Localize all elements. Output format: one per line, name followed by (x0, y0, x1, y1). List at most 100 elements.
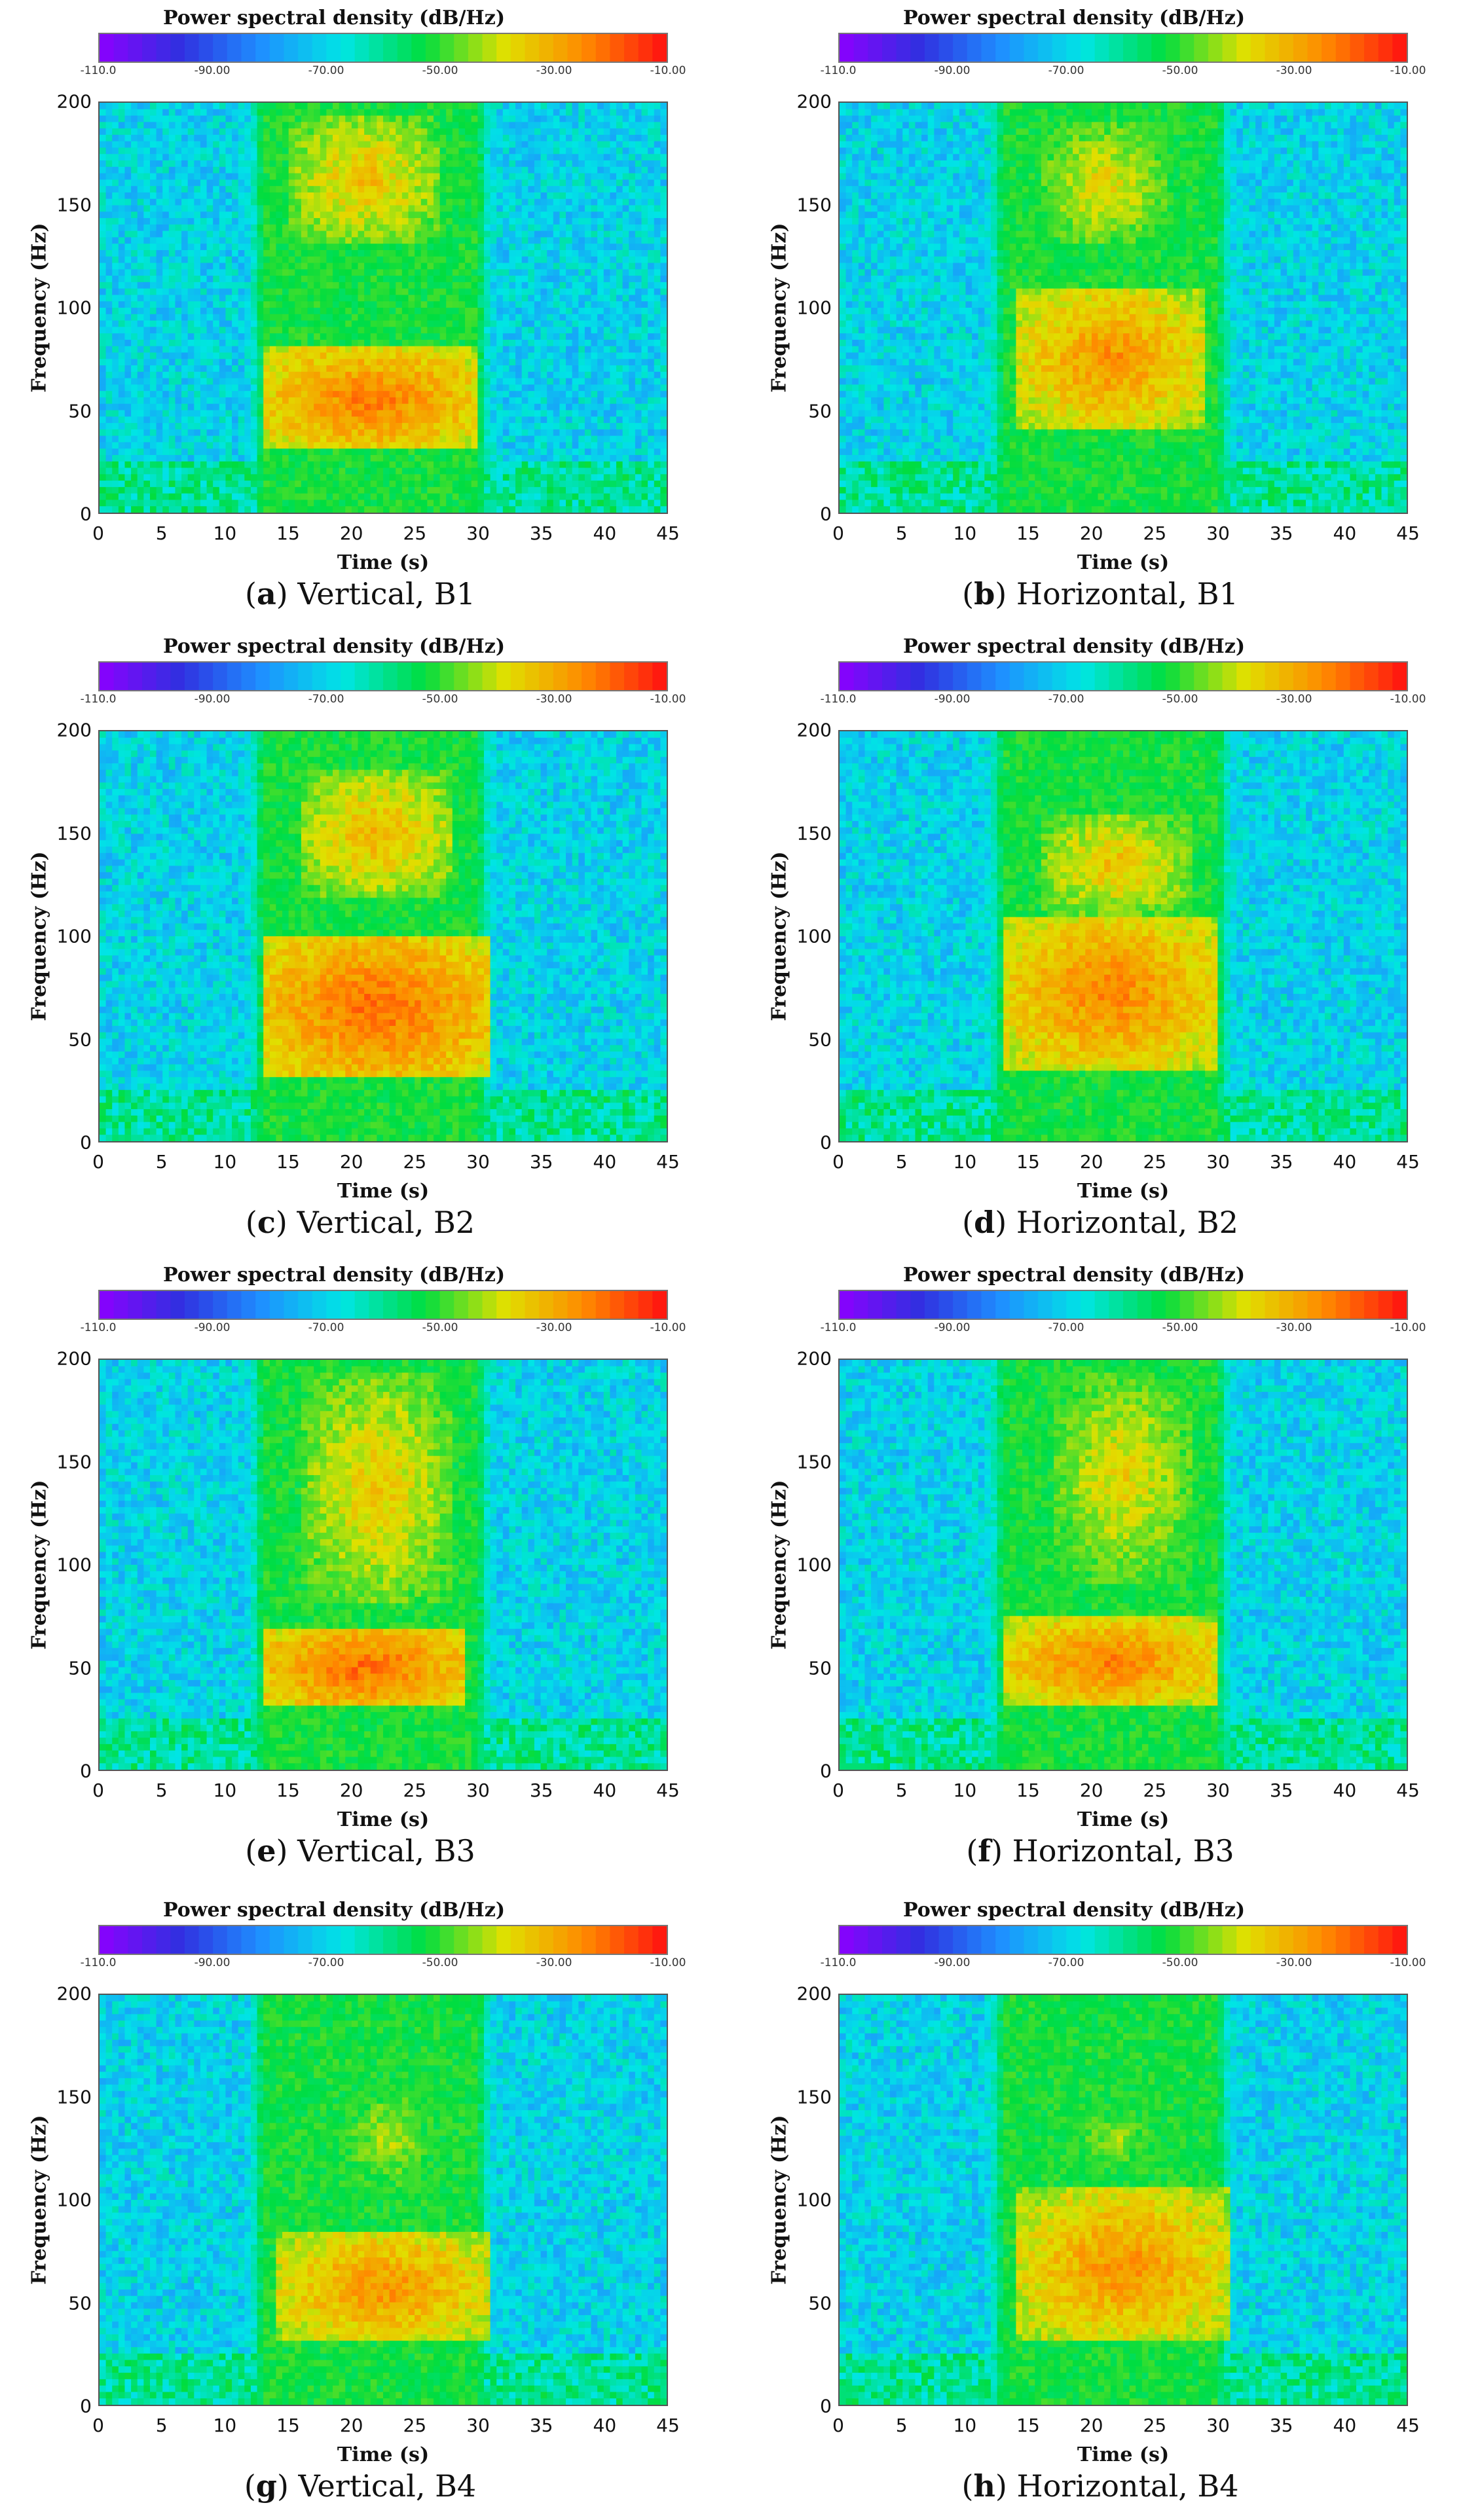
heatmap-cell (566, 384, 573, 392)
heatmap-cell (181, 378, 189, 385)
heatmap-cell (465, 378, 472, 385)
heatmap-cell (383, 493, 390, 501)
heatmap-cell (282, 403, 289, 411)
heatmap-cell (452, 500, 460, 507)
heatmap-cell (301, 410, 308, 417)
heatmap-cell (301, 314, 308, 321)
heatmap-cell (225, 467, 232, 475)
heatmap-cell (408, 359, 415, 366)
heatmap-cell (320, 435, 327, 443)
heatmap-cell (194, 115, 201, 122)
heatmap-cell (257, 365, 264, 373)
heatmap-cell (320, 115, 327, 122)
heatmap-cell (584, 186, 592, 193)
heatmap-cell (143, 384, 151, 392)
heatmap-cell (314, 288, 321, 296)
heatmap-cell (244, 288, 251, 296)
heatmap-cell (389, 365, 396, 373)
heatmap-cell (572, 352, 579, 359)
heatmap-cell (446, 333, 453, 340)
heatmap-cell (458, 371, 466, 379)
heatmap-cell (320, 506, 327, 513)
heatmap-cell (118, 173, 126, 180)
heatmap-cell (420, 378, 428, 385)
heatmap-cell (452, 103, 460, 110)
heatmap-cell (232, 198, 239, 206)
heatmap-cell (559, 486, 566, 494)
heatmap-cell (244, 211, 251, 219)
heatmap-cell (244, 179, 251, 187)
heatmap-cell (483, 186, 491, 193)
heatmap-cell (433, 256, 441, 264)
heatmap-cell (105, 282, 113, 289)
heatmap-cell (314, 122, 321, 129)
heatmap-cell (566, 263, 573, 270)
heatmap-cell (339, 314, 346, 321)
heatmap-cell (427, 320, 434, 327)
heatmap-cell (181, 397, 189, 405)
heatmap-cell (496, 109, 504, 117)
heatmap-cell (528, 109, 535, 117)
heatmap-cell (439, 339, 447, 347)
heatmap-cell (225, 269, 232, 276)
heatmap-cell (483, 442, 491, 449)
heatmap-cell (244, 320, 251, 327)
heatmap-cell (528, 288, 535, 296)
heatmap-cell (458, 346, 466, 354)
heatmap-cell (578, 474, 585, 481)
heatmap-cell (383, 486, 390, 494)
heatmap-cell (477, 288, 485, 296)
heatmap-cell (244, 327, 251, 334)
heatmap-cell (301, 327, 308, 334)
heatmap-cell (427, 493, 434, 501)
heatmap-cell (333, 269, 340, 276)
heatmap-cell (307, 288, 314, 296)
heatmap-cell (458, 186, 466, 193)
heatmap-cell (427, 109, 434, 117)
heatmap-cell (351, 154, 359, 161)
heatmap-cell (314, 346, 321, 354)
heatmap-cell (131, 500, 138, 507)
heatmap-cell (124, 128, 132, 136)
heatmap-cell (534, 403, 542, 411)
heatmap-cell (326, 429, 333, 437)
heatmap-cell (383, 276, 390, 283)
heatmap-cell (509, 378, 516, 385)
heatmap-cell (162, 371, 170, 379)
heatmap-cell (401, 378, 409, 385)
heatmap-cell (446, 352, 453, 359)
heatmap-cell (383, 237, 390, 244)
heatmap-cell (553, 416, 561, 424)
heatmap-cell (276, 454, 283, 462)
heatmap-cell (257, 122, 264, 129)
heatmap-cell (509, 403, 516, 411)
heatmap-cell (219, 122, 227, 129)
heatmap-cell (351, 128, 359, 136)
heatmap-cell (244, 198, 251, 206)
heatmap-cell (137, 506, 144, 513)
heatmap-cell (345, 249, 352, 257)
heatmap-cell (149, 308, 157, 315)
heatmap-cell (521, 461, 528, 469)
heatmap-cell (521, 249, 528, 257)
heatmap-cell (282, 352, 289, 359)
heatmap-cell (566, 333, 573, 340)
heatmap-cell (408, 320, 415, 327)
heatmap-cell (307, 224, 314, 232)
heatmap-cell (396, 276, 403, 283)
heatmap-cell (433, 435, 441, 443)
heatmap-cell (175, 134, 182, 142)
heatmap-cell (168, 435, 176, 443)
heatmap-cell (490, 448, 497, 456)
heatmap-cell (100, 500, 107, 507)
heatmap-cell (553, 269, 561, 276)
heatmap-cell (345, 179, 352, 187)
heatmap-cell (415, 435, 422, 443)
heatmap-cell (540, 416, 547, 424)
heatmap-cell (547, 134, 554, 142)
heatmap-cell (465, 481, 472, 488)
heatmap-cell (206, 493, 213, 501)
heatmap-cell (263, 192, 270, 200)
heatmap-cell (389, 288, 396, 296)
heatmap-cell (515, 211, 523, 219)
